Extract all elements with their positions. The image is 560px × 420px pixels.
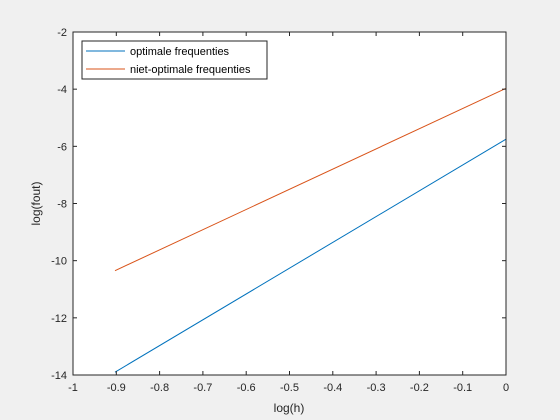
series-layer	[114, 87, 507, 373]
x-tick-label: -0.5	[280, 382, 299, 394]
y-tick-label: -14	[51, 370, 67, 382]
y-tick-label: -10	[51, 256, 67, 268]
legend-label-optimale: optimale frequenties	[130, 46, 230, 58]
x-tick-label: -0.4	[323, 382, 342, 394]
y-tick-label: -12	[51, 313, 67, 325]
x-tick-label: -0.6	[237, 382, 256, 394]
legend-box	[81, 40, 268, 80]
ticks-layer: -1 -0.9 -0.8 -0.7 -0.6 -0.5 -0.4 -0.3 -0.2 -0.1 0 -…	[51, 27, 509, 394]
x-tick-label: -0.3	[367, 382, 386, 394]
x-tick-label: -1	[68, 382, 78, 394]
legend: optimale frequenties niet-optimale frequ…	[81, 40, 268, 80]
series-line-0	[114, 138, 507, 373]
y-tick-label: -6	[57, 141, 67, 153]
x-tick-label: -0.8	[150, 382, 169, 394]
x-tick-label: -0.1	[453, 382, 472, 394]
x-axis-label: log(h)	[274, 401, 305, 415]
series-line-1	[114, 87, 507, 272]
y-axis-label: log(fout)	[29, 181, 43, 225]
y-tick-label: -2	[57, 27, 67, 39]
x-tick-label: 0	[503, 382, 509, 394]
x-tick-label: -0.9	[107, 382, 126, 394]
y-tick-label: -8	[57, 199, 67, 211]
x-tick-label: -0.7	[193, 382, 212, 394]
plot-area	[73, 32, 506, 375]
x-tick-label: -0.2	[410, 382, 429, 394]
y-tick-label: -4	[57, 84, 67, 96]
legend-label-niet-optimale: niet-optimale frequenties	[130, 64, 251, 76]
